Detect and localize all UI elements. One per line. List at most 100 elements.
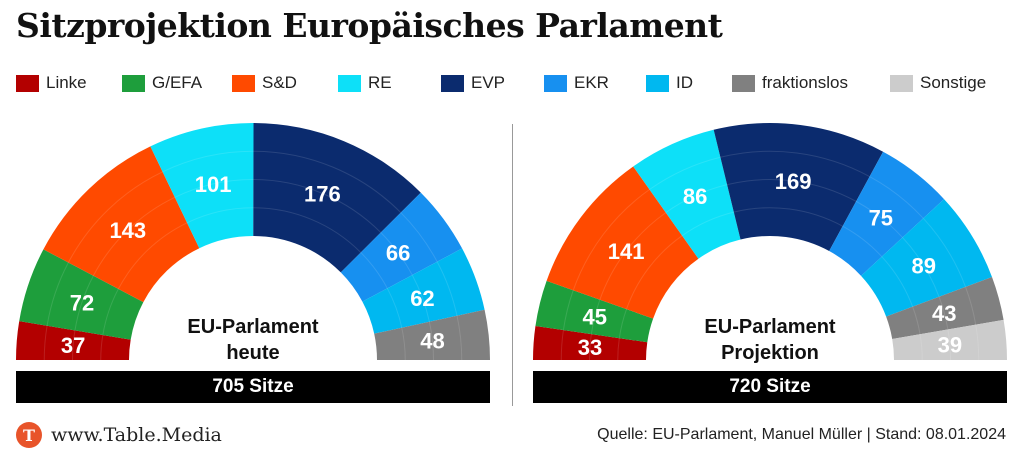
seat-value-label-projektion-id: 89 xyxy=(911,253,935,278)
seat-row-ring-projektion-sd-1 xyxy=(599,212,667,300)
seat-value-label-heute-ekr: 66 xyxy=(386,241,410,266)
seat-row-ring-projektion-re-2 xyxy=(649,156,721,190)
seat-row-ring-projektion-evp-2 xyxy=(720,150,870,177)
legend-label-fraktionslos: fraktionslos xyxy=(762,73,848,92)
legend-swatch-id xyxy=(646,74,669,92)
seat-row-ring-projektion-ekr-0 xyxy=(842,225,883,257)
seat-row-ring-projektion-sonstige-2 xyxy=(975,324,980,361)
legend-label-gefa: G/EFA xyxy=(152,73,203,92)
legend-item-sonstige: Sonstige xyxy=(890,70,986,96)
seat-row-ring-projektion-sd-0 xyxy=(626,235,683,310)
legend-item-ekr: EKR xyxy=(544,70,609,96)
seat-row-ring-projektion-g-efa-0 xyxy=(618,309,627,339)
seat-row-ring-projektion-evp-0 xyxy=(733,207,843,227)
seat-row-ring-projektion-linke-2 xyxy=(560,329,564,361)
chart-title: Sitzprojektion Europäisches Parlament xyxy=(16,6,723,45)
seat-row-ring-heute-evp-0 xyxy=(253,207,362,253)
total-seats-bar-projektion: 720 Sitze xyxy=(533,371,1007,403)
seat-row-ring-projektion-re-1 xyxy=(665,184,728,214)
legend-swatch-sd xyxy=(232,74,255,92)
seat-row-ring-projektion-fraktionslos-2 xyxy=(965,286,977,325)
total-seats-label-projektion: 720 Sitze xyxy=(729,376,811,397)
seat-segment-heute-g-efa xyxy=(19,249,144,340)
center-label-projektion-line-1: EU-Parlament xyxy=(704,316,835,338)
legend-swatch-re xyxy=(338,74,361,92)
center-label-projektion-line-2: Projektion xyxy=(721,342,819,364)
seat-segment-projektion-ekr xyxy=(829,151,945,276)
seat-row-ring-heute-re-1 xyxy=(174,178,254,198)
legend-label-re: RE xyxy=(368,73,392,92)
seat-row-ring-heute-g-efa-2 xyxy=(46,262,69,326)
seat-row-ring-projektion-fraktionslos-0 xyxy=(912,306,921,335)
seat-value-label-projektion-linke: 33 xyxy=(578,335,602,360)
legend-label-sonstige: Sonstige xyxy=(920,73,987,92)
seat-row-ring-heute-sd-1 xyxy=(92,196,176,276)
seat-row-ring-heute-ekr-2 xyxy=(400,212,438,262)
legend-label-evp: EVP xyxy=(471,73,506,92)
legend-swatch-evp xyxy=(441,74,464,92)
legend-item-linke: Linke xyxy=(16,70,87,96)
seat-row-ring-heute-re-2 xyxy=(162,150,254,173)
seat-value-label-projektion-fraktionslos: 43 xyxy=(932,301,956,326)
seat-row-ring-heute-evp-2 xyxy=(253,150,402,213)
seat-row-ring-heute-sd-2 xyxy=(67,171,163,263)
seat-segment-projektion-id xyxy=(861,199,992,317)
seat-row-ring-heute-evp-1 xyxy=(253,179,382,233)
seat-row-ring-projektion-id-0 xyxy=(881,256,914,307)
seat-row-ring-heute-ekr-1 xyxy=(380,232,413,276)
seat-segment-projektion-re xyxy=(633,129,741,259)
seat-row-ring-heute-id-0 xyxy=(386,288,403,328)
seat-row-ring-heute-g-efa-0 xyxy=(102,288,119,336)
seat-row-ring-heute-linke-2 xyxy=(43,325,48,361)
seat-segment-heute-sd xyxy=(43,146,200,303)
legend-item-re: RE xyxy=(338,70,392,96)
hemicycle-projektion: 33 45 141 86 169 75 89 43 39 EU-Parlament Projekti… xyxy=(533,123,1007,364)
seat-segment-heute-re xyxy=(150,123,254,249)
seat-row-ring-projektion-g-efa-2 xyxy=(562,290,574,331)
seat-value-label-projektion-ekr: 75 xyxy=(869,206,893,231)
seat-segment-heute-id xyxy=(362,248,485,334)
seat-segment-heute-ekr xyxy=(340,192,463,302)
legend-label-linke: Linke xyxy=(46,73,87,92)
seat-row-ring-heute-linke-1 xyxy=(72,330,76,361)
legend-label-sd: S&D xyxy=(262,73,297,92)
legend: Linke G/EFA S&D RE EVP EKR ID fraktionsl… xyxy=(16,70,1016,96)
seat-segment-heute-fraktionslos xyxy=(374,309,490,360)
footer-site: www.Table.Media xyxy=(51,424,222,446)
seat-row-ring-heute-fraktionslos-1 xyxy=(428,321,434,361)
seat-value-label-heute-linke: 37 xyxy=(61,333,85,358)
seat-row-ring-heute-ekr-0 xyxy=(360,252,388,289)
seat-value-label-projektion-evp: 169 xyxy=(775,169,812,194)
legend-item-gefa: G/EFA xyxy=(122,70,202,96)
seat-row-ring-heute-fraktionslos-2 xyxy=(456,315,463,361)
seat-row-ring-projektion-sonstige-1 xyxy=(947,329,951,361)
seat-value-label-heute-g-efa: 72 xyxy=(70,290,94,315)
seat-row-ring-heute-linke-0 xyxy=(100,334,104,361)
seat-row-ring-projektion-re-0 xyxy=(681,211,734,237)
total-seats-label-heute: 705 Sitze xyxy=(212,376,294,397)
footer-source: Quelle: EU-Parlament, Manuel Müller | St… xyxy=(597,426,1006,443)
seat-row-ring-projektion-g-efa-1 xyxy=(590,299,601,335)
seat-value-label-heute-id: 62 xyxy=(410,286,434,311)
seat-row-ring-projektion-id-2 xyxy=(922,217,966,288)
seat-segment-projektion-sonstige xyxy=(892,319,1007,360)
seat-segment-projektion-fraktionslos xyxy=(886,277,1004,340)
seat-row-ring-heute-id-2 xyxy=(436,261,458,316)
seat-value-label-projektion-re: 86 xyxy=(683,184,707,209)
seat-segment-projektion-g-efa xyxy=(535,280,654,343)
seat-value-label-projektion-g-efa: 45 xyxy=(583,305,607,330)
total-seats-bar-heute: 705 Sitze xyxy=(16,371,490,403)
legend-item-id: ID xyxy=(646,70,693,96)
seat-row-ring-projektion-ekr-1 xyxy=(855,200,903,238)
legend-swatch-gefa xyxy=(122,74,145,92)
seat-value-label-heute-sd: 143 xyxy=(109,218,146,243)
seat-row-ring-projektion-linke-0 xyxy=(617,338,620,361)
center-label-heute-line-1: EU-Parlament xyxy=(187,316,318,338)
seat-segment-heute-evp xyxy=(253,123,421,273)
table-media-logo: T xyxy=(16,422,42,448)
seat-value-label-heute-evp: 176 xyxy=(304,181,341,206)
seat-segment-projektion-evp xyxy=(713,123,884,252)
legend-item-fraktionslos: fraktionslos xyxy=(732,70,848,96)
seat-segment-heute-linke xyxy=(16,321,131,360)
